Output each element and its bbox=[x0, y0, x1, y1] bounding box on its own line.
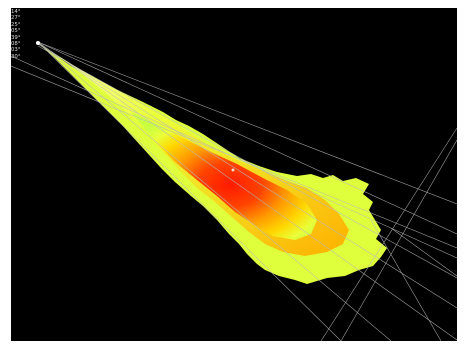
plume-viewport[interactable]: 14° 27° 25° 05° 39° 08° 03° 30° bbox=[11, 8, 457, 341]
angle-label: 30° bbox=[11, 53, 21, 60]
angle-label: 27° bbox=[11, 15, 21, 22]
angle-label: 08° bbox=[11, 41, 21, 48]
heatmap-canvas bbox=[11, 41, 457, 341]
plume-center-marker[interactable] bbox=[231, 168, 235, 172]
angle-label: 14° bbox=[11, 9, 21, 15]
plume-core-region bbox=[131, 112, 317, 240]
angle-label: 39° bbox=[11, 34, 21, 41]
angle-label: 25° bbox=[11, 21, 21, 28]
plume-origin-marker[interactable] bbox=[36, 41, 40, 45]
angle-label: 03° bbox=[11, 47, 21, 54]
angle-label: 05° bbox=[11, 28, 21, 35]
guide-lines bbox=[11, 41, 457, 341]
angle-label-list: 14° 27° 25° 05° 39° 08° 03° 30° bbox=[11, 9, 21, 60]
